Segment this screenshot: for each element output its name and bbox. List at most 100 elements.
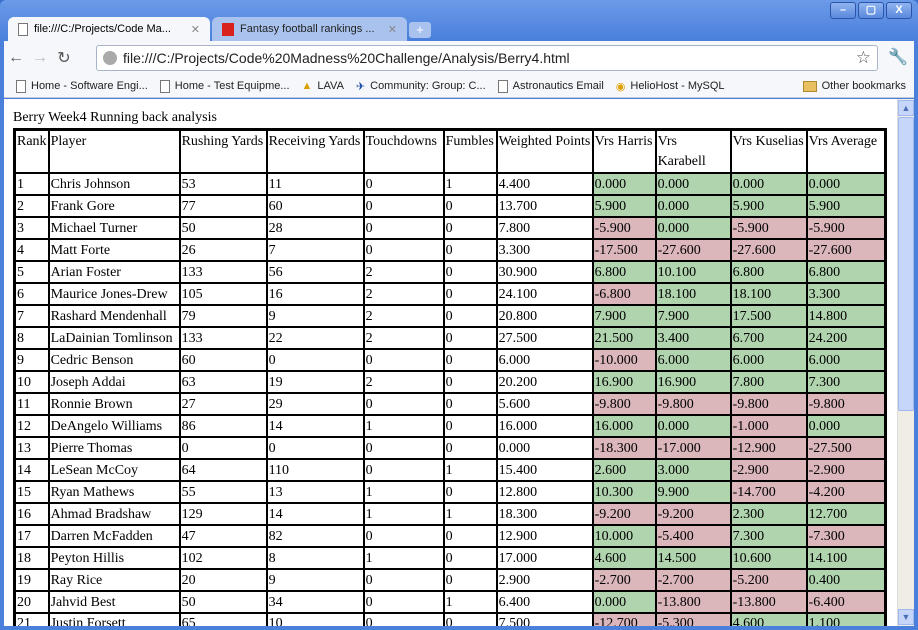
bookmark-label: Home - Software Engi... xyxy=(31,80,148,92)
table-cell: Frank Gore xyxy=(47,194,181,218)
table-cell: 79 xyxy=(178,304,268,328)
table-cell: Ryan Mathews xyxy=(47,480,181,504)
bookmark-label: LAVA xyxy=(317,80,344,92)
scroll-down-icon[interactable]: ▼ xyxy=(898,609,914,625)
table-cell: 0.000 xyxy=(654,216,732,240)
table-cell: 18.300 xyxy=(495,502,594,526)
table-cell: 24.200 xyxy=(805,326,887,350)
table-cell: 0 xyxy=(442,414,498,438)
table-row: 11 Ronnie Brown 27 29 0 0 5.600 -9.800 -9.800 -9.… xyxy=(13,392,887,416)
reload-icon[interactable]: ↻ xyxy=(57,50,71,67)
bookmark-item[interactable]: Home - Test Equipme... xyxy=(159,79,290,93)
table-row: 15 Ryan Mathews 55 13 1 0 12.800 10.300 9.900 -14… xyxy=(13,480,887,504)
back-icon[interactable]: ← xyxy=(8,49,24,66)
table-cell: 50 xyxy=(178,216,268,240)
heliohost-icon: ◉ xyxy=(615,80,626,93)
table-cell: 77 xyxy=(178,194,268,218)
table-cell: 4.600 xyxy=(729,612,808,626)
scroll-thumb[interactable] xyxy=(898,117,914,411)
bookmark-label: Community: Group: C... xyxy=(370,80,486,92)
table-cell: 47 xyxy=(178,524,268,548)
table-cell: 19 xyxy=(265,370,365,394)
table-cell: 60 xyxy=(178,348,268,372)
column-header: Vrs Harris xyxy=(591,128,657,174)
table-cell: 13 xyxy=(265,480,365,504)
table-cell: 0 xyxy=(442,480,498,504)
table-cell: 10 xyxy=(13,370,50,394)
bookmark-item[interactable]: Home - Software Engi... xyxy=(16,79,148,93)
globe-icon xyxy=(103,51,117,65)
table-cell: 7 xyxy=(265,238,365,262)
table-cell: Joseph Addai xyxy=(47,370,181,394)
maximize-button[interactable]: ▢ xyxy=(858,2,884,19)
vertical-scrollbar[interactable]: ▲ ▼ xyxy=(897,99,914,626)
table-row: 12 DeAngelo Williams 86 14 1 0 16.000 16.000 0.0… xyxy=(13,414,887,438)
wrench-icon[interactable]: 🔧 xyxy=(888,49,908,66)
table-cell: 7.500 xyxy=(495,612,594,626)
tab-berry4[interactable]: file:///C:/Projects/Code Ma... ✕ xyxy=(8,17,210,41)
table-cell: 0 xyxy=(265,436,365,460)
table-cell: 2 xyxy=(362,282,445,306)
bookmark-item[interactable]: Astronautics Email xyxy=(497,79,604,93)
table-cell: 0.000 xyxy=(591,590,657,614)
table-cell: 7.300 xyxy=(805,370,887,394)
table-cell: 60 xyxy=(265,194,365,218)
table-cell: -5.200 xyxy=(729,568,808,592)
table-cell: 2 xyxy=(362,304,445,328)
table-cell: 9.900 xyxy=(654,480,732,504)
table-cell: 1 xyxy=(442,458,498,482)
table-cell: 0 xyxy=(362,568,445,592)
table-cell: 10.300 xyxy=(591,480,657,504)
table-cell: 0 xyxy=(442,194,498,218)
page-icon xyxy=(16,79,26,93)
table-cell: 0.000 xyxy=(654,414,732,438)
table-cell: 1 xyxy=(362,480,445,504)
table-cell: 16.900 xyxy=(654,370,732,394)
table-cell: 65 xyxy=(178,612,268,626)
table-cell: 9 xyxy=(265,304,365,328)
bookmark-item[interactable]: ◉ HelioHost - MySQL xyxy=(616,80,725,93)
table-cell: 14 xyxy=(265,502,365,526)
table-cell: 18.100 xyxy=(654,282,732,306)
table-cell: 16 xyxy=(265,282,365,306)
table-cell: -5.900 xyxy=(729,216,808,240)
close-tab-icon[interactable]: ✕ xyxy=(387,23,397,36)
minimize-button[interactable]: – xyxy=(830,2,856,19)
table-cell: 0 xyxy=(265,348,365,372)
table-row: 7 Rashard Mendenhall 79 9 2 0 20.800 7.900 7.900… xyxy=(13,304,887,328)
table-cell: 0 xyxy=(442,282,498,306)
table-cell: Peyton Hillis xyxy=(47,546,181,570)
table-row: 19 Ray Rice 20 9 0 0 2.900 -2.700 -2.700 -5.200 0.… xyxy=(13,568,887,592)
bookmark-item[interactable]: ✈ Community: Group: C... xyxy=(356,80,486,93)
other-bookmarks[interactable]: Other bookmarks xyxy=(802,80,906,92)
column-header: Receiving Yards xyxy=(265,128,365,174)
table-cell: 12 xyxy=(13,414,50,438)
close-button[interactable]: X xyxy=(886,2,912,19)
table-cell: -9.800 xyxy=(591,392,657,416)
table-cell: 0 xyxy=(362,392,445,416)
page-icon xyxy=(159,79,170,93)
table-cell: 6.800 xyxy=(729,260,808,284)
table-cell: 27 xyxy=(178,392,268,416)
table-cell: -13.800 xyxy=(729,590,808,614)
table-cell: 17.000 xyxy=(495,546,594,570)
address-bar[interactable]: file:///C:/Projects/Code%20Madness%20Cha… xyxy=(96,45,878,71)
scroll-up-icon[interactable]: ▲ xyxy=(898,100,914,116)
new-tab-button[interactable]: + xyxy=(409,22,431,38)
table-cell: 13.700 xyxy=(495,194,594,218)
table-cell: 28 xyxy=(265,216,365,240)
tab-fantasy-rankings[interactable]: Fantasy football rankings ... ✕ xyxy=(212,17,407,41)
table-cell: 7 xyxy=(13,304,50,328)
star-icon[interactable]: ☆ xyxy=(855,48,871,67)
column-header: Rank xyxy=(13,128,50,174)
table-cell: 5 xyxy=(13,260,50,284)
bookmark-item[interactable]: ▲ LAVA xyxy=(302,80,344,92)
close-tab-icon[interactable]: ✕ xyxy=(190,23,200,36)
table-cell: -9.800 xyxy=(805,392,887,416)
forward-icon[interactable]: → xyxy=(32,49,48,66)
table-cell: 133 xyxy=(178,326,268,350)
table-cell: -9.200 xyxy=(591,502,657,526)
table-cell: 12.700 xyxy=(805,502,887,526)
table-cell: 2 xyxy=(13,194,50,218)
table-cell: 6.000 xyxy=(729,348,808,372)
